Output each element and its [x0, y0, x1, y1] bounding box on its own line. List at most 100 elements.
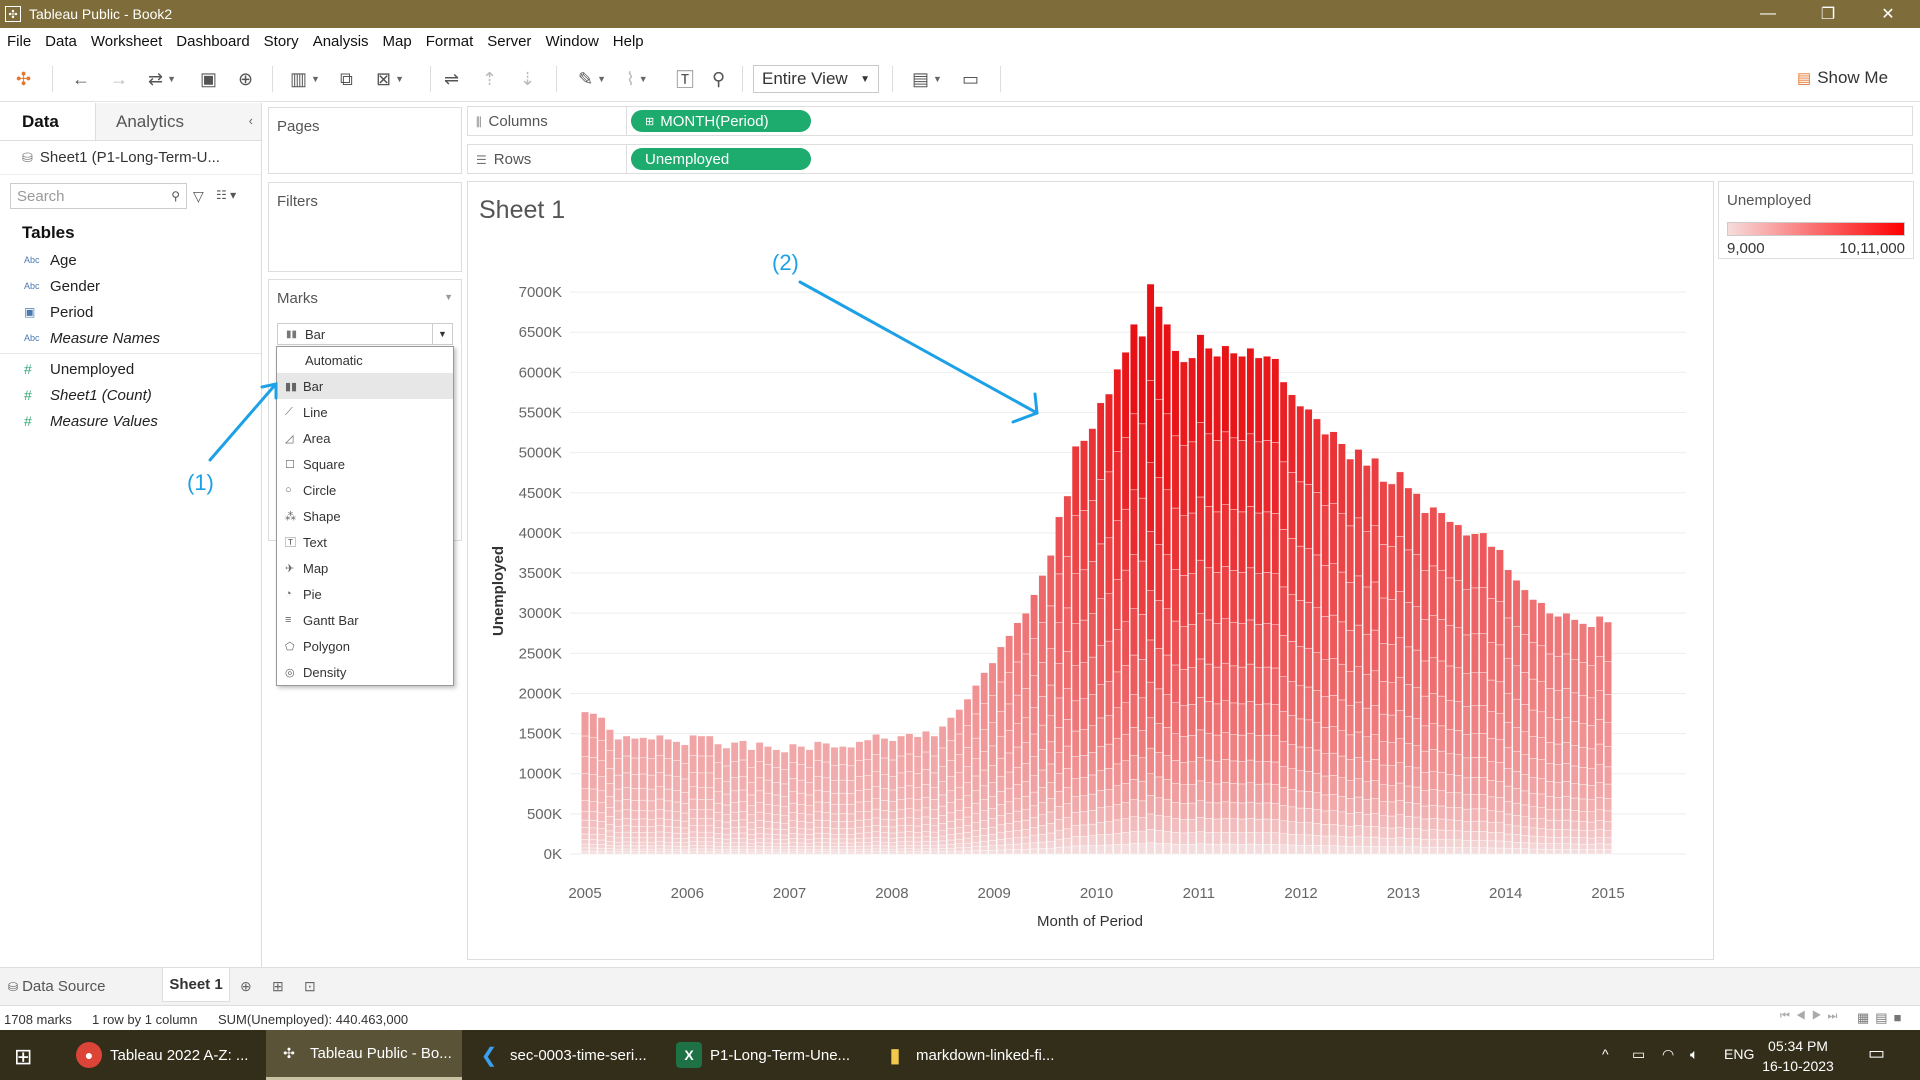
- bar[interactable]: [714, 743, 722, 855]
- replay-icon[interactable]: ⇄ ▼: [148, 68, 177, 89]
- mark-option-square[interactable]: ☐ Square: [285, 456, 345, 472]
- undo-icon[interactable]: ←: [72, 68, 90, 89]
- bar[interactable]: [1096, 402, 1105, 855]
- bar-segment[interactable]: [1204, 348, 1213, 435]
- field-gender[interactable]: Abc Gender: [24, 277, 101, 295]
- bar-segment[interactable]: [838, 746, 847, 765]
- bar-segment[interactable]: [1146, 283, 1155, 381]
- collapse-pane-icon[interactable]: ‹: [248, 113, 253, 128]
- bar[interactable]: [1146, 283, 1155, 855]
- menu-server[interactable]: Server: [487, 32, 532, 50]
- bar-segment[interactable]: [672, 741, 681, 761]
- field-unemployed[interactable]: # Unemployed: [24, 360, 135, 378]
- bar[interactable]: [997, 646, 1005, 855]
- mark-option-automatic[interactable]: Automatic: [305, 352, 363, 368]
- bar[interactable]: [1080, 440, 1088, 855]
- datasource-item[interactable]: ⛁ Sheet1 (P1-Long-Term-U...: [0, 141, 261, 175]
- wifi-icon[interactable]: ◠: [1662, 1046, 1675, 1062]
- taskbar-item-chrome[interactable]: ● Tableau 2022 A-Z: ...: [66, 1030, 262, 1080]
- bar-segment[interactable]: [581, 711, 589, 737]
- bar-segment[interactable]: [1063, 495, 1072, 557]
- menu-format[interactable]: Format: [425, 32, 474, 50]
- bar-segment[interactable]: [1304, 409, 1313, 485]
- bar[interactable]: [597, 717, 606, 855]
- bar-segment[interactable]: [805, 749, 814, 768]
- tray-chevron-icon[interactable]: ^: [1602, 1046, 1609, 1062]
- bar[interactable]: [814, 741, 822, 855]
- bar[interactable]: [614, 739, 623, 855]
- bar[interactable]: [581, 711, 589, 855]
- new-dashboard-icon[interactable]: ⊞: [272, 978, 284, 994]
- menu-window[interactable]: Window: [545, 32, 599, 50]
- duplicate-sheet-icon[interactable]: ⧉: [340, 68, 353, 89]
- bar[interactable]: [1063, 495, 1072, 855]
- bar[interactable]: [1221, 345, 1230, 855]
- bar-segment[interactable]: [847, 747, 856, 766]
- windows-start-icon[interactable]: ⊞: [14, 1044, 33, 1069]
- presentation-mode-icon[interactable]: ▭: [962, 68, 980, 89]
- bar[interactable]: [589, 713, 598, 855]
- bar[interactable]: [847, 747, 856, 855]
- bar[interactable]: [1188, 357, 1197, 855]
- new-story-icon[interactable]: ⊡: [304, 978, 316, 994]
- mark-option-text[interactable]: 🅃 Text: [285, 534, 327, 550]
- bar-segment[interactable]: [913, 736, 922, 757]
- bar[interactable]: [1038, 575, 1047, 855]
- bar-segment[interactable]: [1238, 356, 1246, 441]
- bar[interactable]: [1304, 409, 1313, 855]
- bar[interactable]: [606, 729, 614, 855]
- bar[interactable]: [1030, 594, 1038, 855]
- filters-card[interactable]: Filters: [268, 182, 462, 272]
- tab-data[interactable]: Data: [0, 103, 96, 140]
- bar[interactable]: [1155, 306, 1163, 855]
- clear-sheet-icon[interactable]: ⊠ ▼: [376, 68, 405, 89]
- bar-segment[interactable]: [947, 717, 955, 741]
- bar-segment[interactable]: [739, 740, 747, 761]
- bar-segment[interactable]: [1030, 594, 1038, 639]
- field-measure-names[interactable]: Abc Measure Names: [24, 329, 161, 347]
- bar[interactable]: [1354, 449, 1363, 855]
- swap-rows-columns-icon[interactable]: ⇌: [444, 68, 460, 89]
- bar[interactable]: [1329, 431, 1338, 855]
- close-button[interactable]: ✕: [1881, 6, 1895, 23]
- mark-option-line[interactable]: ⟋ Line: [285, 404, 328, 420]
- sheet-nav-buttons[interactable]: ⏮◀▶⏭: [1780, 1010, 1844, 1022]
- bar-segment[interactable]: [1096, 402, 1105, 480]
- bar[interactable]: [822, 743, 831, 855]
- bar[interactable]: [955, 709, 964, 855]
- bar[interactable]: [1005, 635, 1014, 855]
- bar-segment[interactable]: [1021, 612, 1030, 655]
- bar-segment[interactable]: [863, 739, 872, 760]
- sheet-view-buttons[interactable]: ▦▤■: [1857, 1010, 1908, 1025]
- bar[interactable]: [863, 739, 872, 855]
- data-source-tab[interactable]: ⛁ Data Source: [8, 978, 106, 995]
- field-age[interactable]: Abc Age: [24, 251, 77, 269]
- bar-segment[interactable]: [1071, 446, 1080, 516]
- bar-segment[interactable]: [1171, 350, 1180, 437]
- bar[interactable]: [897, 735, 905, 855]
- bar-segment[interactable]: [1138, 336, 1147, 425]
- bar-segment[interactable]: [589, 713, 598, 738]
- bar[interactable]: [1204, 348, 1213, 855]
- bar[interactable]: [722, 747, 731, 855]
- bar[interactable]: [922, 730, 930, 855]
- bar-segment[interactable]: [1038, 575, 1047, 623]
- bar[interactable]: [705, 735, 714, 855]
- bar-segment[interactable]: [1229, 352, 1238, 439]
- bar-segment[interactable]: [1338, 443, 1346, 514]
- fix-axes-icon[interactable]: ⚲: [712, 68, 726, 89]
- bar-segment[interactable]: [755, 742, 764, 762]
- bar-segment[interactable]: [1188, 357, 1197, 443]
- bar[interactable]: [647, 739, 656, 855]
- bar[interactable]: [905, 733, 914, 855]
- bar-segment[interactable]: [1329, 431, 1338, 504]
- taskbar-item-excel[interactable]: X P1-Long-Term-Une...: [666, 1030, 862, 1080]
- bar-segment[interactable]: [647, 739, 656, 759]
- bar[interactable]: [747, 749, 756, 855]
- bar[interactable]: [1105, 393, 1113, 855]
- pages-card[interactable]: Pages: [268, 107, 462, 174]
- bar[interactable]: [972, 685, 980, 855]
- mark-option-bar[interactable]: ▮▮ Bar: [277, 373, 453, 399]
- menu-story[interactable]: Story: [263, 32, 299, 50]
- bar[interactable]: [1046, 555, 1055, 855]
